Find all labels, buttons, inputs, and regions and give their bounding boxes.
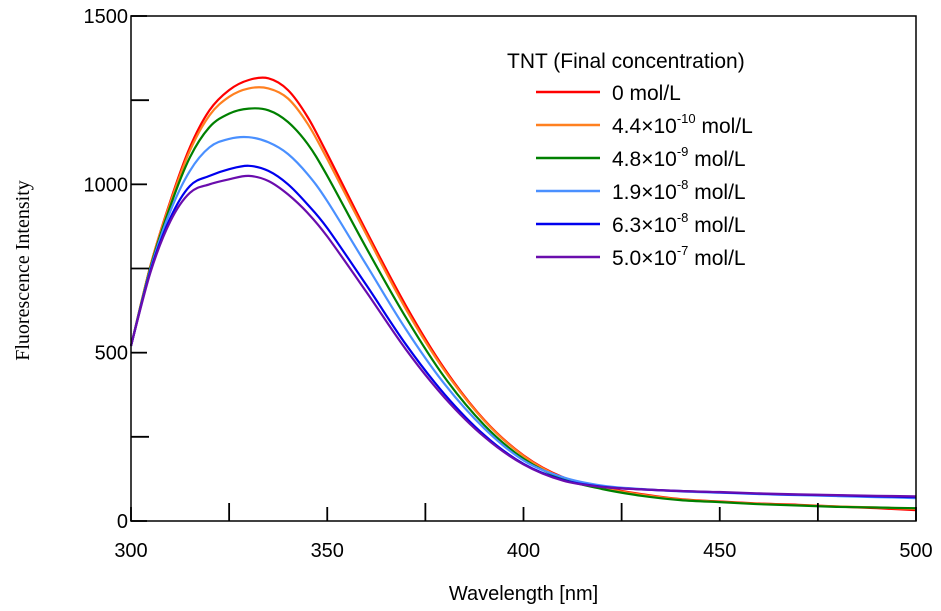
- legend: TNT (Final concentration) 0 mol/L 4.4×10-1…: [507, 50, 753, 270]
- x-tick-label: 400: [507, 540, 540, 562]
- series-layer: [129, 76, 917, 512]
- x-tick-label: 300: [114, 540, 147, 562]
- series-line-6: [129, 174, 917, 498]
- legend-label-5: 6.3×10-8 mol/L: [612, 210, 746, 237]
- series-line-2: [129, 86, 917, 510]
- plot-frame: [130, 15, 917, 522]
- y-tick-label: 500: [95, 343, 128, 365]
- x-tick-label: 350: [311, 540, 344, 562]
- series-line-5: [129, 164, 917, 499]
- legend-label-3: 4.8×10-9 mol/L: [612, 144, 746, 171]
- legend-title: TNT (Final concentration): [507, 50, 745, 73]
- y-tick-label: 1000: [84, 174, 129, 196]
- y-tick-label: 0: [117, 511, 128, 533]
- ticks-layer: 300 350 400 450 500 0 500 1000 1500: [84, 6, 933, 562]
- series-line-3: [129, 107, 917, 510]
- legend-label-4: 1.9×10-8 mol/L: [612, 177, 746, 204]
- legend-label-6: 5.0×10-7 mol/L: [612, 243, 746, 270]
- x-axis-title: Wavelength [nm]: [449, 583, 598, 605]
- series-line-4: [129, 135, 917, 500]
- y-tick-label: 1500: [84, 6, 129, 28]
- x-tick-label: 500: [899, 540, 932, 562]
- x-tick-label: 450: [703, 540, 736, 562]
- y-axis-title: Fluorescence Intensity: [12, 180, 34, 361]
- series-line-1: [129, 76, 917, 512]
- legend-label-2: 4.4×10-10 mol/L: [612, 111, 753, 138]
- legend-label-1: 0 mol/L: [612, 82, 681, 105]
